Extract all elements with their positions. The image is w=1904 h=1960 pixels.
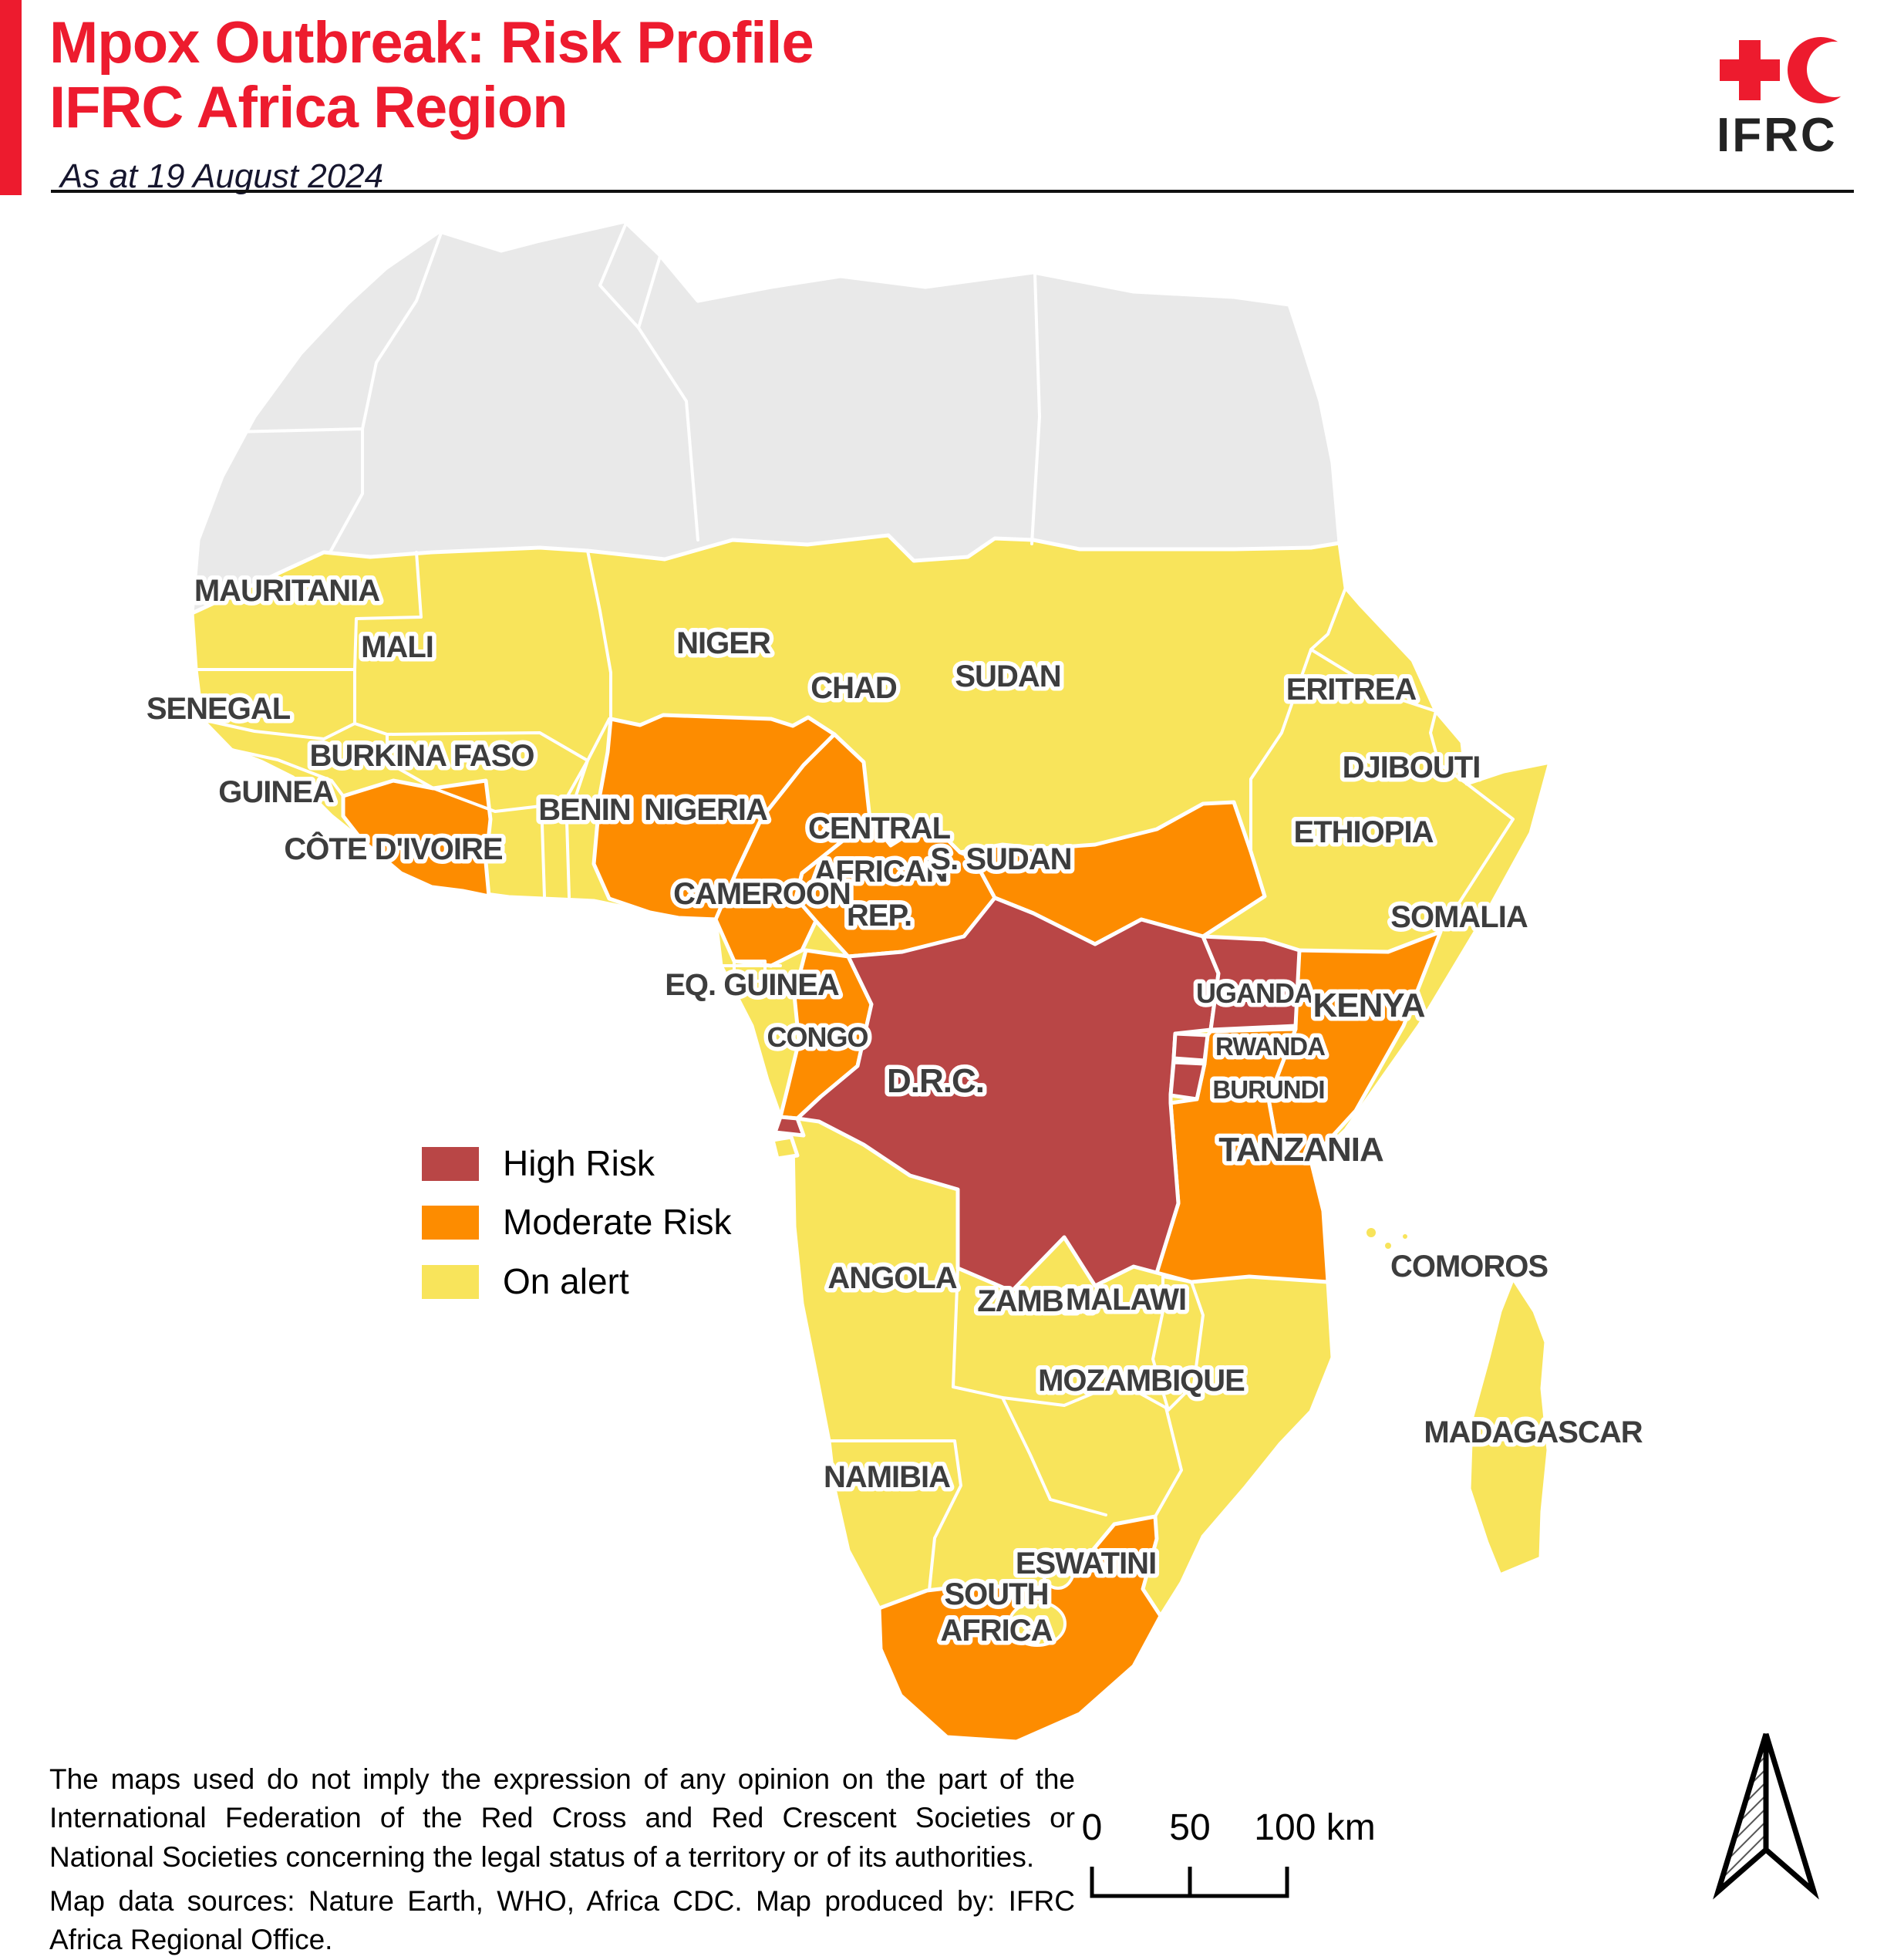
scale-bar-line [1090, 1867, 1289, 1898]
country-label-eswatini: ESWATINI [1016, 1547, 1156, 1580]
country-label-kenya: KENYA [1313, 987, 1425, 1024]
country-shape-comoros-3 [1400, 1231, 1410, 1242]
country-label-somalia: SOMALIA [1390, 900, 1528, 934]
country-label-mozambique: MOZAMBIQUE [1038, 1364, 1245, 1398]
north-arrow-icon [1713, 1732, 1819, 1900]
legend-label-moderate-risk: Moderate Risk [503, 1202, 733, 1242]
ifrc-logo: IFRC [1714, 35, 1862, 162]
country-shape-uganda [1201, 934, 1302, 1032]
country-label-burundi: BURUNDI [1212, 1075, 1324, 1104]
country-label-rwanda: RWANDA [1215, 1032, 1325, 1061]
country-label-eq-guinea: EQ. GUINEA [665, 968, 839, 1002]
title-line-2: IFRC Africa Region [49, 74, 568, 140]
country-label-mauritania: MAURITANIA [194, 574, 379, 608]
country-shape-lesotho [1008, 1601, 1067, 1647]
country-label-car-line2: AFRICAN [814, 855, 948, 889]
legend: High Risk Moderate Risk On alert [422, 1143, 733, 1301]
legend-label-on-alert: On alert [503, 1261, 629, 1301]
sources-text: Map data sources: Nature Earth, WHO, Afr… [49, 1885, 1075, 1956]
country-shape-drc-coastal-strip [773, 1115, 806, 1138]
country-label-cameroon: CAMEROON [673, 877, 851, 911]
country-label-djibouti: DJIBOUTI [1343, 751, 1481, 784]
country-label-congo: CONGO [767, 1021, 868, 1053]
red-crescent-icon [1788, 37, 1862, 103]
scale-bar: 0 50 100 km [1082, 1807, 1376, 1898]
high-risk-countries [773, 896, 1302, 1294]
country-label-car-line1: CENTRAL [808, 811, 951, 845]
legend-swatch-moderate-risk [422, 1206, 479, 1240]
moderate-risk-countries [341, 713, 1443, 1744]
country-label-car-line3: REP. [847, 899, 912, 933]
country-shape-comoros-1 [1363, 1225, 1379, 1240]
mpox-risk-map-page: { "header": { "title_line1": "Mpox Outbr… [0, 0, 1862, 1956]
country-labels: MAURITANIA MALI NIGER CHAD SUDAN ERITREA… [142, 570, 1648, 1652]
africa-risk-map: MAURITANIA MALI NIGER CHAD SUDAN ERITREA… [142, 221, 1819, 1900]
scale-label-100km: 100 km [1254, 1807, 1375, 1848]
country-label-chad: CHAD [810, 671, 897, 705]
border-lines-east-africa [1249, 586, 1515, 933]
legend-swatch-high-risk [422, 1147, 479, 1181]
country-label-madagascar: MADAGASCAR [1424, 1415, 1643, 1449]
country-label-angola: ANGOLA [827, 1261, 956, 1295]
scale-label-50: 50 [1169, 1807, 1210, 1848]
country-label-namibia: NAMIBIA [824, 1460, 950, 1494]
north-arrow-right-wing [1763, 1732, 1819, 1900]
country-label-cote-divoire: CÔTE D'IVOIRE [284, 831, 503, 866]
country-label-guinea: GUINEA [218, 775, 334, 809]
country-label-drc: D.R.C. [887, 1062, 984, 1100]
country-shape-rwanda [1171, 1031, 1210, 1063]
country-label-tanzania: TANZANIA [1218, 1131, 1383, 1169]
scale-label-0: 0 [1082, 1807, 1103, 1848]
country-shape-eswatini [1041, 1551, 1075, 1590]
country-label-benin: BENIN [538, 793, 630, 827]
legend-swatch-on-alert [422, 1265, 479, 1299]
country-label-zambia: ZAMBIA [977, 1284, 1093, 1318]
country-shape-madagascar [1467, 1276, 1551, 1577]
islands-and-enclaves [770, 1135, 1551, 1647]
ifrc-logo-text: IFRC [1717, 109, 1838, 162]
north-arrow-left-wing [1713, 1732, 1769, 1900]
country-label-malawi: MALAWI [1066, 1283, 1186, 1317]
country-label-mali: MALI [361, 630, 433, 664]
country-borders [194, 221, 1515, 1592]
red-accent-bar [0, 0, 22, 195]
country-label-uganda: UGANDA [1196, 977, 1314, 1009]
legend-label-high-risk: High Risk [503, 1143, 655, 1183]
country-label-comoros: COMOROS [1390, 1250, 1548, 1284]
page-title: Mpox Outbreak: Risk Profile IFRC Africa … [49, 11, 814, 140]
red-cross-icon [1720, 40, 1780, 100]
country-label-ethiopia: ETHIOPIA [1294, 815, 1434, 849]
country-label-nigeria: NIGERIA [644, 793, 767, 827]
disclaimer-text: The maps used do not imply the expressio… [49, 1763, 1075, 1873]
country-shape-drc [795, 896, 1221, 1294]
country-label-burkina-faso: BURKINA FASO [310, 739, 534, 773]
border-lines-west-africa [194, 549, 782, 983]
date-line: As at 19 August 2024 [60, 157, 384, 195]
country-label-eritrea: ERITREA [1286, 673, 1417, 707]
country-label-niger: NIGER [676, 626, 771, 660]
border-lines-north-africa [230, 221, 1041, 554]
country-label-senegal: SENEGAL [147, 692, 291, 726]
country-label-south-africa-line1: SOUTH [945, 1577, 1049, 1611]
country-label-south-africa-line2: AFRICA [940, 1614, 1052, 1648]
header-divider [51, 190, 1854, 193]
title-line-1: Mpox Outbreak: Risk Profile [49, 10, 814, 76]
country-label-south-sudan: S. SUDAN [930, 842, 1071, 876]
border-lines-southern-africa [827, 1267, 1205, 1592]
country-shape-burundi [1168, 1060, 1207, 1101]
country-shape-comoros-2 [1382, 1240, 1394, 1252]
country-label-sudan: SUDAN [955, 660, 1060, 693]
country-shape-cabinda [770, 1135, 800, 1161]
